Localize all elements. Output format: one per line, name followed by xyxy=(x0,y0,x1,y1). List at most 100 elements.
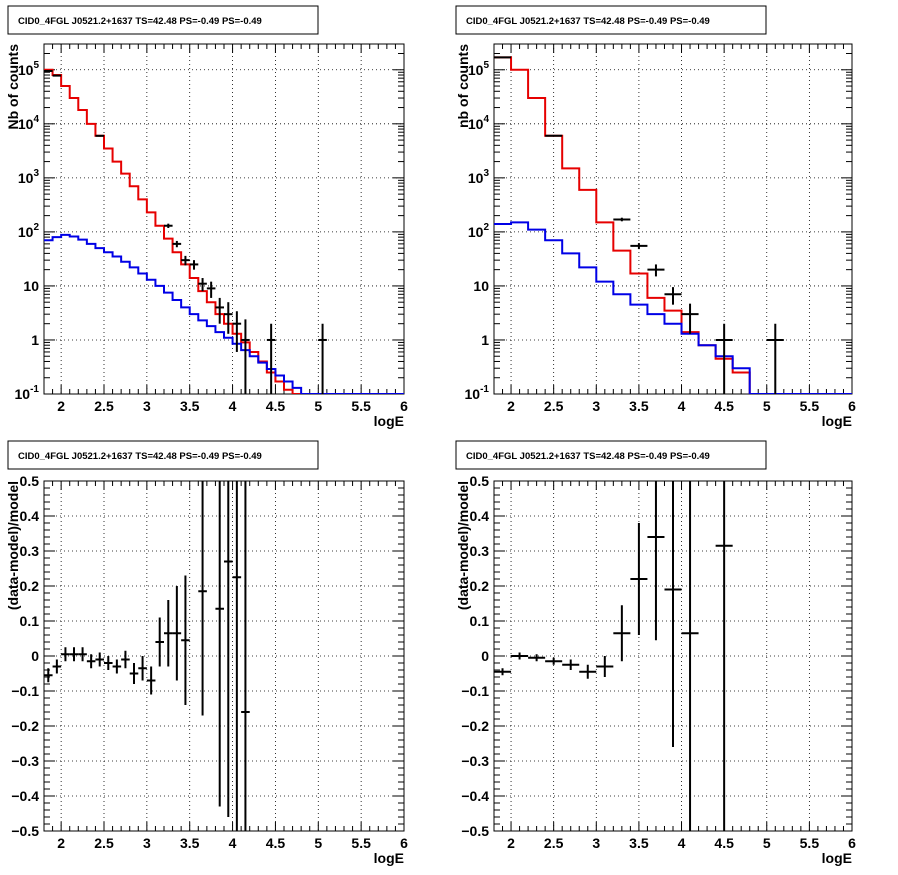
y-tick-label: −0.1 xyxy=(461,683,489,699)
data-point xyxy=(681,481,699,831)
grid-lines xyxy=(44,44,404,394)
chart-panel-1: CID0_4FGL J0521.2+1637 TS=42.48 PS=-0.49… xyxy=(5,5,408,429)
x-tick-label: 5 xyxy=(763,398,771,414)
y-tick-label: 102 xyxy=(18,222,40,240)
data-point xyxy=(630,523,648,635)
chart-panel-2: CID0_4FGL J0521.2+1637 TS=42.48 PS=-0.49… xyxy=(455,5,856,429)
x-tick-label: 5.5 xyxy=(800,835,820,851)
y-tick-label: 0.4 xyxy=(20,508,40,524)
x-tick-label: 3 xyxy=(592,398,600,414)
y-tick-label: 0.3 xyxy=(470,543,490,559)
x-tick-label: 3.5 xyxy=(180,835,200,851)
y-tick-label: −0.5 xyxy=(461,823,489,839)
x-tick-label: 4 xyxy=(678,835,686,851)
x-tick-label: 3.5 xyxy=(629,835,649,851)
x-tick-label: 6 xyxy=(848,835,856,851)
data-point xyxy=(52,659,62,674)
y-axis-label: (data-model)/model xyxy=(5,481,21,610)
data-point xyxy=(104,656,113,670)
data-point xyxy=(52,74,62,77)
y-tick-label: 10-1 xyxy=(15,384,40,402)
data-point xyxy=(181,575,190,705)
y-tick-label: −0.4 xyxy=(11,788,39,804)
data-point xyxy=(215,481,224,807)
data-point xyxy=(681,303,699,334)
data-point xyxy=(494,668,512,676)
y-tick-label: 103 xyxy=(18,168,40,186)
x-axis-label: logE xyxy=(374,850,404,866)
y-axis-label: Nb of counts xyxy=(5,44,21,130)
x-tick-label: 5.5 xyxy=(800,398,820,414)
data-point xyxy=(155,617,164,667)
x-tick-label: 6 xyxy=(400,835,408,851)
x-tick-label: 5 xyxy=(314,398,322,414)
y-tick-label: −0.2 xyxy=(11,718,39,734)
data-point xyxy=(715,481,733,831)
plot-frame xyxy=(43,43,405,395)
y-tick-label: 10 xyxy=(23,278,39,294)
y-tick-label: −0.1 xyxy=(11,683,39,699)
chart-title-box xyxy=(455,5,767,35)
data-point xyxy=(121,650,130,669)
x-axis-label: logE xyxy=(822,413,852,429)
data-point xyxy=(579,664,597,679)
chart-title: CID0_4FGL J0521.2+1637 TS=42.48 PS=-0.49… xyxy=(18,451,262,462)
x-tick-label: 4.5 xyxy=(266,398,286,414)
chart-title-box xyxy=(7,440,319,470)
y-axis-label: nb of counts xyxy=(455,44,471,128)
x-tick-label: 2.5 xyxy=(94,835,114,851)
grid-lines xyxy=(494,44,852,394)
y-tick-label: 1 xyxy=(31,332,39,348)
data-point xyxy=(241,481,250,831)
data-point xyxy=(181,255,190,266)
series-source-model-line xyxy=(44,233,404,394)
data-point xyxy=(146,666,156,695)
y-tick-label: 10-1 xyxy=(465,384,490,402)
data-point xyxy=(318,323,327,394)
x-tick-label: 4.5 xyxy=(714,835,734,851)
data-point xyxy=(198,278,207,292)
y-axis-label: (data-model)/model xyxy=(455,481,471,610)
y-tick-label: 0.4 xyxy=(470,508,490,524)
chart-panel-3: CID0_4FGL J0521.2+1637 TS=42.48 PS=-0.49… xyxy=(5,440,408,866)
data-point xyxy=(95,134,104,137)
x-tick-label: 3 xyxy=(143,835,151,851)
data-point xyxy=(232,481,242,831)
data-point xyxy=(224,481,233,817)
y-tick-label: 0.3 xyxy=(20,543,40,559)
x-tick-label: 4.5 xyxy=(714,398,734,414)
plot-frame xyxy=(493,43,853,395)
data-point xyxy=(95,652,104,667)
data-point xyxy=(494,56,512,59)
data-point xyxy=(545,134,563,137)
data-point xyxy=(528,654,546,662)
data-point xyxy=(44,668,53,683)
y-tick-label: 0.2 xyxy=(20,578,40,594)
x-axis-label: logE xyxy=(374,413,404,429)
y-tick-label: 105 xyxy=(468,60,490,78)
data-point xyxy=(44,69,53,72)
y-tick-label: −0.4 xyxy=(461,788,489,804)
data-point xyxy=(198,481,207,716)
x-tick-label: 4 xyxy=(229,398,237,414)
data-point xyxy=(647,481,665,641)
x-tick-label: 3 xyxy=(592,835,600,851)
data-point xyxy=(164,223,173,229)
data-point xyxy=(172,240,182,248)
x-tick-label: 2 xyxy=(507,398,515,414)
data-point xyxy=(766,323,784,394)
plot-area xyxy=(494,481,733,831)
y-tick-label: 102 xyxy=(468,222,490,240)
y-tick-label: 104 xyxy=(18,114,40,132)
data-point xyxy=(189,260,199,270)
y-tick-label: −0.3 xyxy=(11,753,39,769)
y-tick-label: −0.3 xyxy=(461,753,489,769)
data-point xyxy=(266,323,276,394)
data-point xyxy=(562,659,580,670)
y-tick-label: 0.2 xyxy=(470,578,490,594)
x-tick-label: 6 xyxy=(848,398,856,414)
y-tick-label: 103 xyxy=(468,168,490,186)
x-tick-label: 4.5 xyxy=(266,835,286,851)
x-tick-label: 5.5 xyxy=(351,398,371,414)
data-point xyxy=(613,217,631,222)
